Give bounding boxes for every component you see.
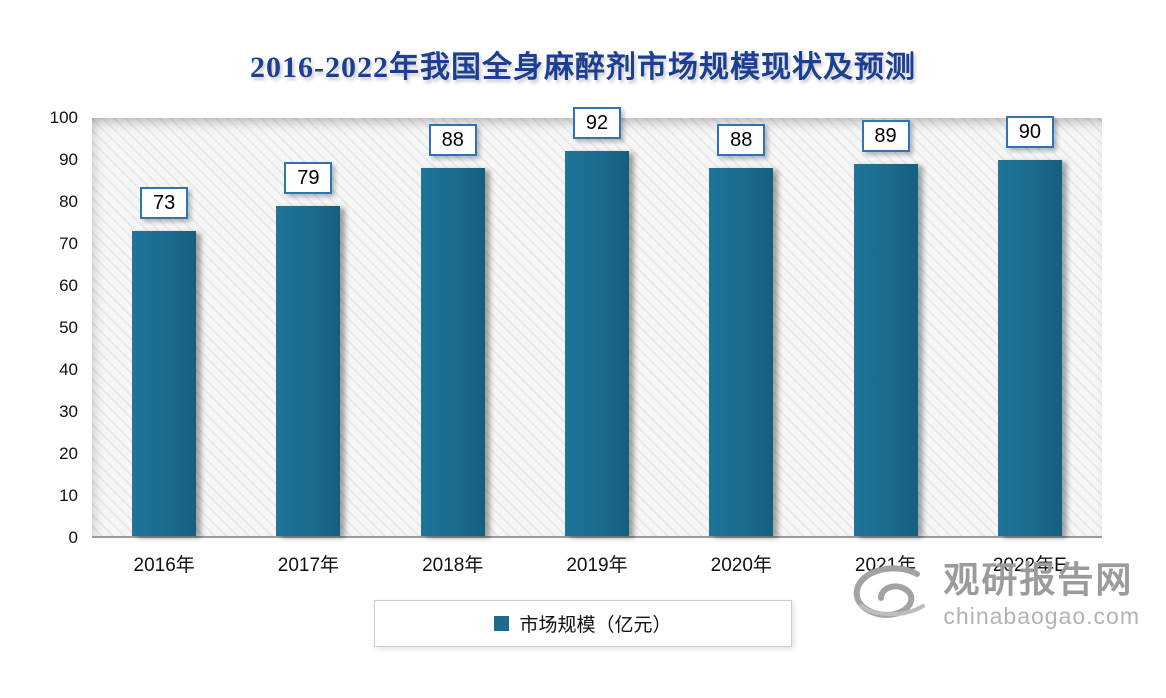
bar-slot: 88 [381, 118, 525, 536]
bar [564, 151, 629, 536]
y-axis-tick-label: 80 [59, 192, 78, 211]
bar [132, 230, 197, 536]
y-axis-tick-label: 50 [59, 318, 78, 337]
bar-slot: 90 [958, 115, 1102, 536]
bar-value-label: 73 [140, 186, 189, 219]
bar-slot: 79 [236, 118, 380, 536]
y-axis: 100 90 80 70 60 50 40 30 20 10 0 [34, 108, 84, 547]
watermark-domain: chinabaogao.com [943, 602, 1140, 629]
bar [853, 163, 918, 536]
y-axis-tick-label: 0 [68, 528, 78, 547]
watermark-brand: 观研报告网 [943, 559, 1134, 600]
bar-slot: 92 [525, 107, 669, 536]
legend-label: 市场规模（亿元） [519, 615, 672, 636]
bar-value-label: 90 [1005, 115, 1054, 148]
bar [276, 205, 341, 536]
x-axis-tick-label: 2020年 [710, 555, 772, 576]
y-axis-tick-label: 100 [49, 108, 78, 127]
bars-area: 73 79 88 92 88 89 90 [92, 107, 1102, 536]
x-axis-tick-label: 2017年 [277, 555, 340, 576]
y-axis-tick-label: 60 [59, 276, 78, 295]
bar-value-label: 79 [284, 161, 333, 194]
bar [997, 159, 1062, 536]
bar-value-label: 88 [428, 124, 477, 157]
legend: 市场规模（亿元） [374, 600, 792, 647]
legend-swatch [494, 616, 510, 631]
chart-title: 2016-2022年我国全身麻醉剂市场规模现状及预测 [250, 51, 916, 84]
watermark-logo-icon [854, 565, 926, 619]
watermark: 观研报告网 chinabaogao.com [847, 560, 1140, 629]
x-axis-tick-label: 2019年 [566, 555, 628, 576]
y-axis-tick-label: 90 [59, 150, 78, 169]
bar-slot: 89 [813, 118, 957, 536]
y-axis-tick-label: 40 [59, 360, 78, 379]
bar-slot: 73 [92, 118, 236, 536]
y-axis-tick-label: 20 [59, 444, 78, 463]
bar-value-label: 88 [717, 124, 766, 157]
plot-area: 73 79 88 92 88 89 90 [92, 107, 1102, 538]
bar [420, 168, 485, 536]
bar-slot: 88 [669, 118, 813, 536]
x-axis-tick-label: 2022年E [992, 555, 1067, 576]
y-axis-tick-label: 10 [59, 486, 78, 505]
y-axis-tick-label: 30 [59, 402, 78, 421]
bar-value-label: 89 [861, 119, 910, 152]
x-axis-tick-label: 2018年 [422, 555, 484, 576]
y-axis-tick-label: 70 [59, 234, 78, 253]
watermark-text: 观研报告网 chinabaogao.com [943, 560, 1140, 629]
x-axis-tick-label: 2016年 [133, 555, 195, 576]
bar-value-label: 92 [572, 107, 621, 140]
bar [709, 168, 774, 536]
